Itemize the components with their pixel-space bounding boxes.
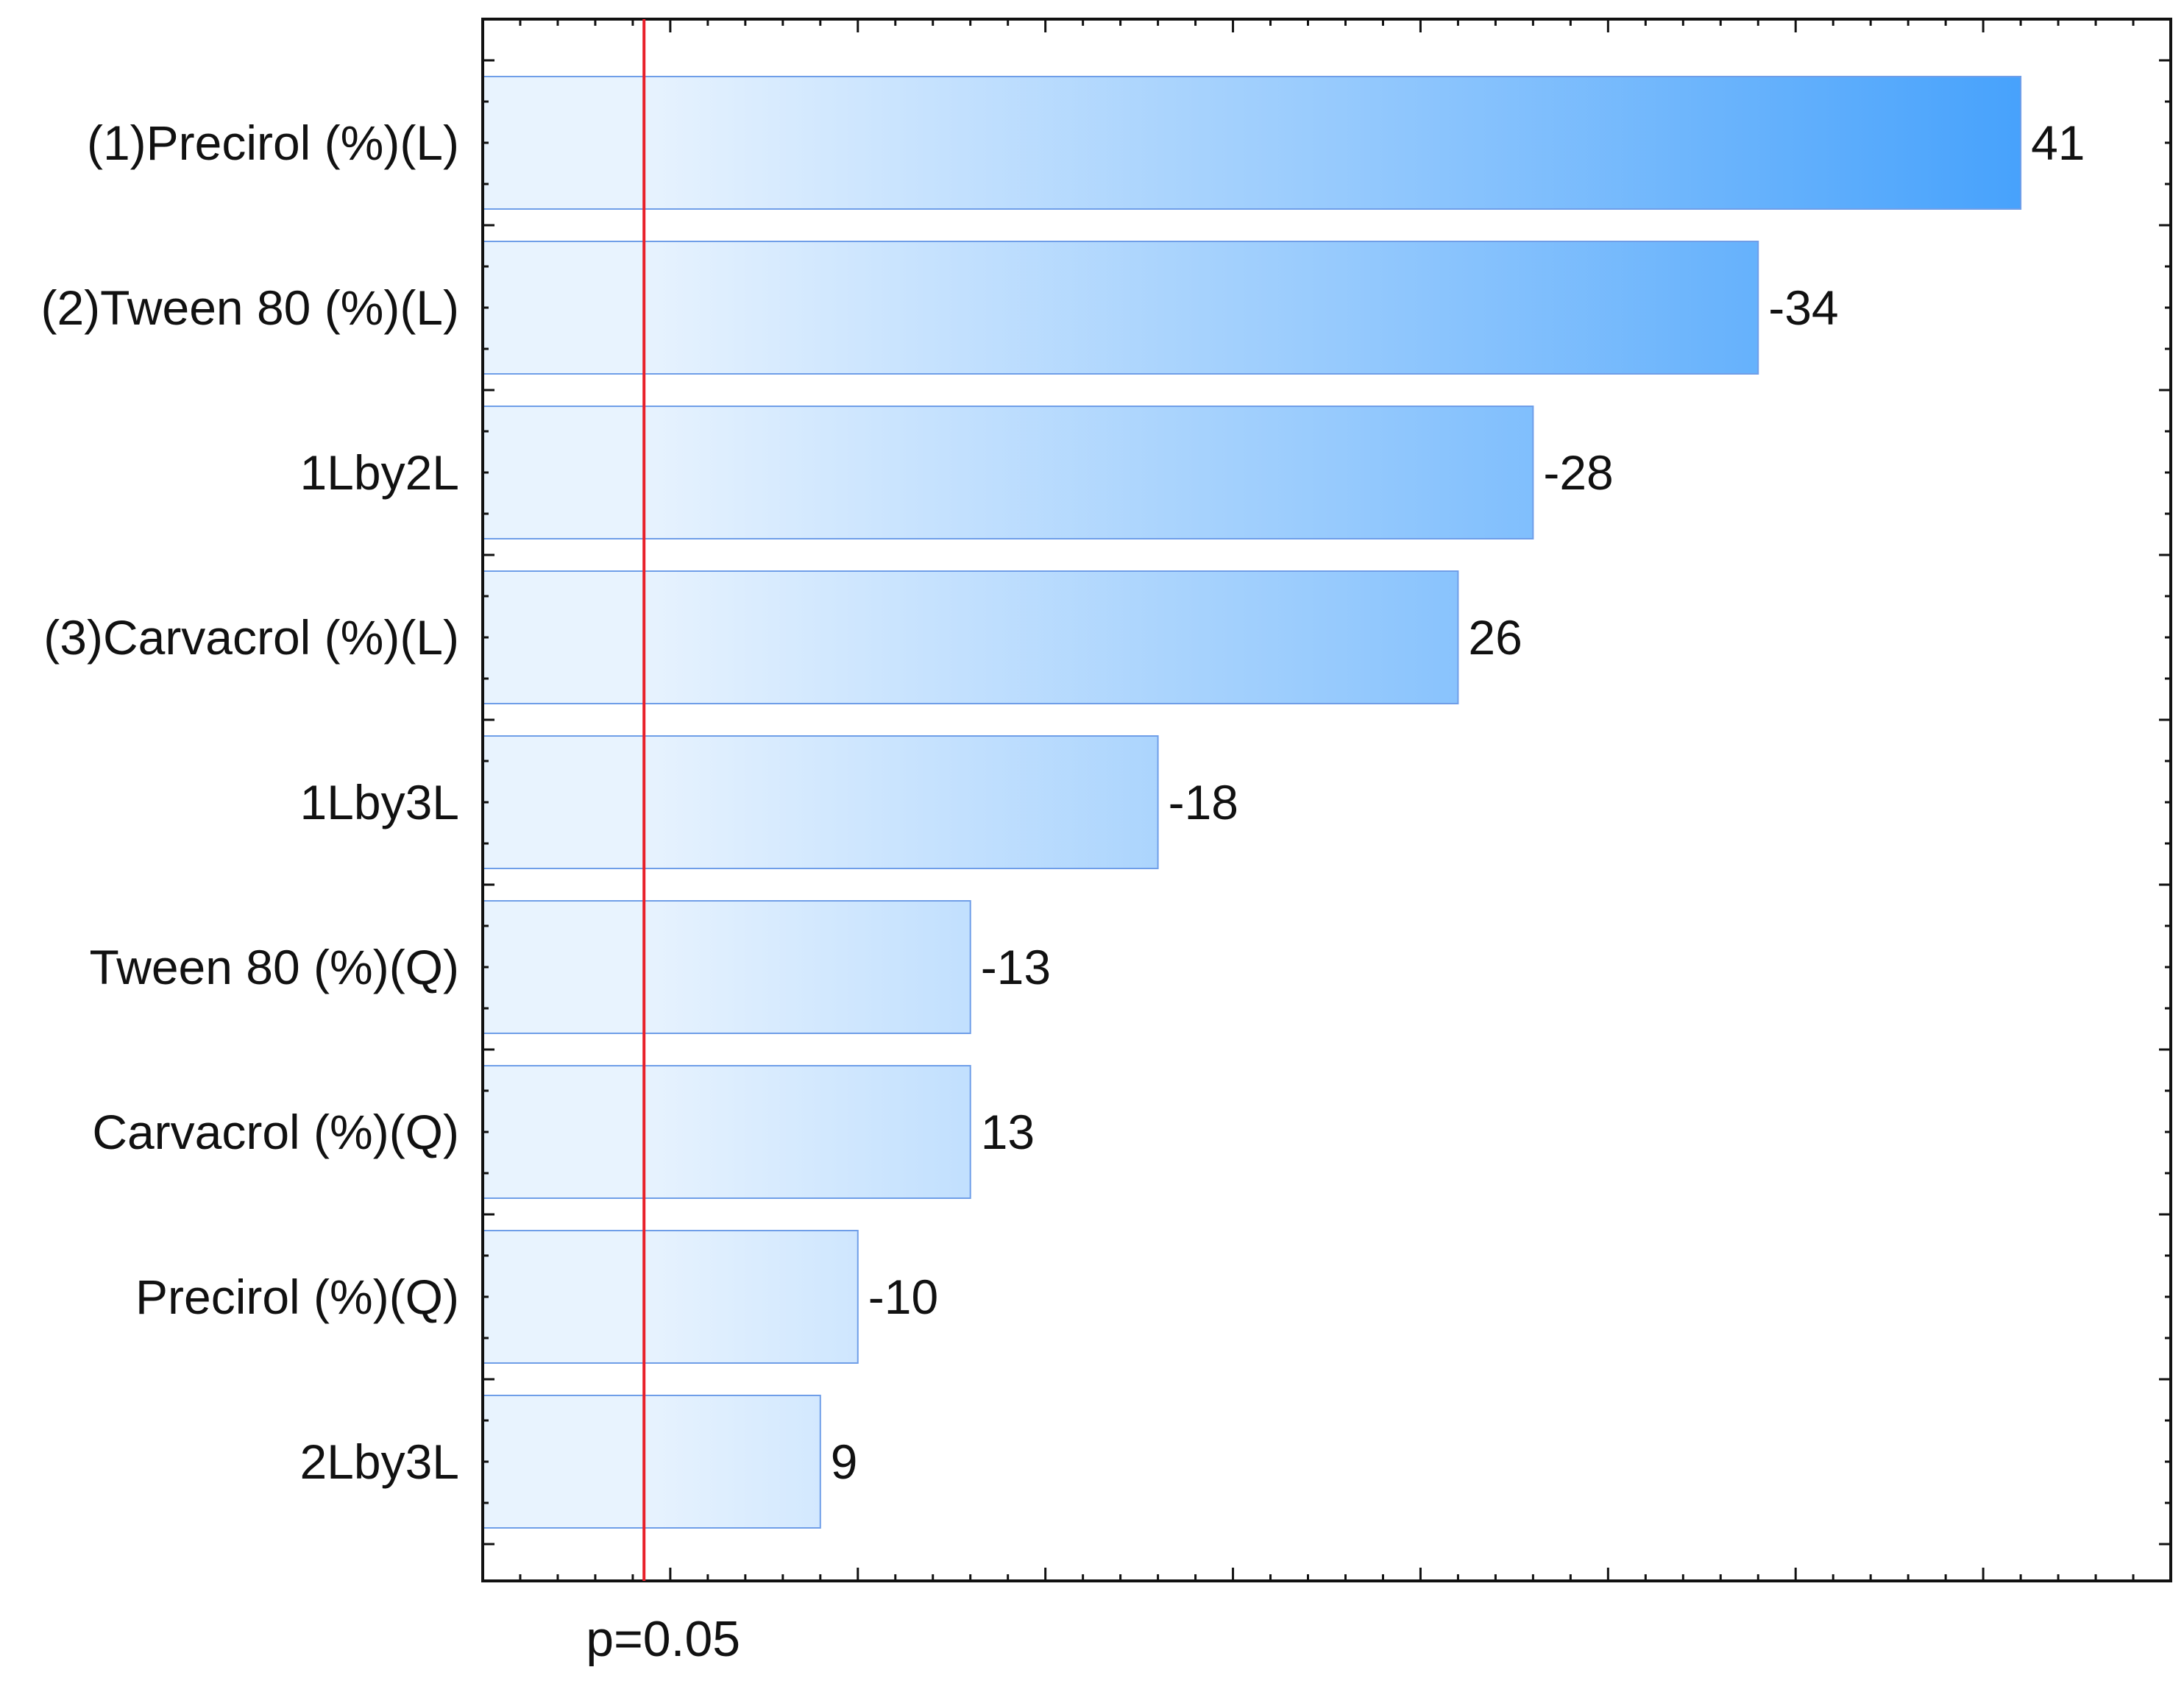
category-label: (3)Carvacrol (%)(L): [43, 610, 459, 665]
category-label: (1)Precirol (%)(L): [87, 116, 459, 170]
bar: [482, 1230, 859, 1364]
category-label: 1Lby2L: [299, 445, 459, 500]
bar: [482, 241, 1759, 375]
data-label: -28: [1543, 445, 1613, 500]
data-label: -13: [981, 940, 1051, 994]
bar: [482, 900, 971, 1034]
bar: [482, 735, 1159, 869]
data-label: 13: [981, 1105, 1035, 1159]
category-label: Tween 80 (%)(Q): [90, 940, 459, 994]
reference-line-label: p=0.05: [586, 1611, 740, 1667]
plot-area-frame: [481, 18, 2172, 1582]
data-label: -10: [868, 1270, 938, 1324]
data-label: 26: [1468, 610, 1522, 665]
data-label: 9: [831, 1434, 858, 1489]
data-label: 41: [2031, 116, 2085, 170]
category-label: Precirol (%)(Q): [135, 1270, 459, 1324]
category-label: (2)Tween 80 (%)(L): [40, 280, 459, 335]
category-label: Carvacrol (%)(Q): [92, 1105, 459, 1159]
category-label: 2Lby3L: [299, 1434, 459, 1489]
bar: [482, 570, 1459, 704]
bar: [482, 76, 2022, 210]
category-label: 1Lby3L: [299, 775, 459, 829]
bar: [482, 406, 1534, 539]
bar: [482, 1065, 971, 1199]
bar: [482, 1395, 821, 1529]
data-label: -18: [1169, 775, 1238, 829]
labels-layer: (1)Precirol (%)(L) 41 (2)Tween 80 (%)(L) -3…: [40, 116, 2085, 1489]
data-label: -34: [1768, 280, 1838, 335]
